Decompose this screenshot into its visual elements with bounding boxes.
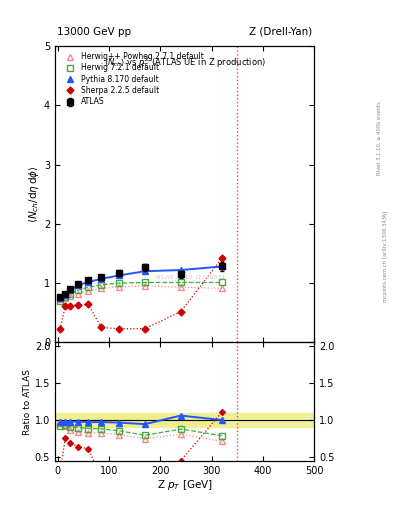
Pythia 8.170 default [143,268,147,274]
Herwig 7.2.1 default [99,282,104,288]
Sherpa 2.2.5 default [178,308,183,314]
Pythia 8.170 default [86,279,91,285]
Pythia 8.170 default [76,282,81,288]
Line: Pythia 8.170 default: Pythia 8.170 default [57,263,225,302]
Herwig++ Powheg 2.7.1 default [76,291,81,297]
Sherpa 2.2.5 default [117,326,121,332]
Text: Rivet 3.1.10, ≥ 400k events: Rivet 3.1.10, ≥ 400k events [377,101,382,175]
Sherpa 2.2.5 default [68,303,73,309]
Text: ATLAS_2019_I1736531: ATLAS_2019_I1736531 [154,274,226,280]
Text: $\langle N_{ch}\rangle$ vs $p_T^Z$ (ATLAS UE in Z production): $\langle N_{ch}\rangle$ vs $p_T^Z$ (ATLA… [104,55,266,70]
Pythia 8.170 default [99,276,104,282]
Herwig 7.2.1 default [76,287,81,293]
Sherpa 2.2.5 default [220,255,224,261]
Herwig++ Powheg 2.7.1 default [178,284,183,290]
Line: Herwig 7.2.1 default: Herwig 7.2.1 default [57,280,225,304]
Text: 13000 GeV pp: 13000 GeV pp [57,27,131,37]
Sherpa 2.2.5 default [143,326,147,332]
Herwig++ Powheg 2.7.1 default [143,283,147,289]
Text: mcplots.cern.ch [arXiv:1306.3436]: mcplots.cern.ch [arXiv:1306.3436] [383,210,387,302]
Herwig 7.2.1 default [220,280,224,286]
Pythia 8.170 default [68,287,73,293]
Pythia 8.170 default [58,295,62,302]
Herwig++ Powheg 2.7.1 default [220,285,224,291]
Herwig++ Powheg 2.7.1 default [63,295,68,301]
Bar [55,343,314,461]
Y-axis label: $\langle N_{ch}/\mathrm{d}\eta\,\mathrm{d}\phi\rangle$: $\langle N_{ch}/\mathrm{d}\eta\,\mathrm{… [27,165,41,223]
Pythia 8.170 default [63,292,68,298]
Y-axis label: Ratio to ATLAS: Ratio to ATLAS [23,369,32,435]
Herwig 7.2.1 default [143,280,147,286]
Legend: Herwig++ Powheg 2.7.1 default, Herwig 7.2.1 default, Pythia 8.170 default, Sherp: Herwig++ Powheg 2.7.1 default, Herwig 7.… [59,50,206,109]
Herwig 7.2.1 default [117,280,121,286]
Text: Z (Drell-Yan): Z (Drell-Yan) [249,27,312,37]
Sherpa 2.2.5 default [99,325,104,331]
Sherpa 2.2.5 default [86,302,91,308]
Herwig++ Powheg 2.7.1 default [86,288,91,294]
Herwig 7.2.1 default [178,280,183,286]
Sherpa 2.2.5 default [58,326,62,332]
Herwig++ Powheg 2.7.1 default [68,293,73,299]
Herwig++ Powheg 2.7.1 default [117,284,121,290]
Herwig 7.2.1 default [58,298,62,304]
Herwig 7.2.1 default [86,284,91,290]
Herwig++ Powheg 2.7.1 default [99,285,104,291]
Pythia 8.170 default [220,263,224,269]
Herwig 7.2.1 default [68,291,73,297]
Pythia 8.170 default [178,267,183,273]
Pythia 8.170 default [117,272,121,279]
Line: Herwig++ Powheg 2.7.1 default: Herwig++ Powheg 2.7.1 default [57,283,225,302]
Line: Sherpa 2.2.5 default: Sherpa 2.2.5 default [58,256,224,332]
Sherpa 2.2.5 default [63,303,68,309]
Herwig++ Powheg 2.7.1 default [58,296,62,302]
Herwig 7.2.1 default [63,294,68,301]
X-axis label: Z $p_T$ [GeV]: Z $p_T$ [GeV] [157,478,213,493]
Sherpa 2.2.5 default [76,302,81,308]
